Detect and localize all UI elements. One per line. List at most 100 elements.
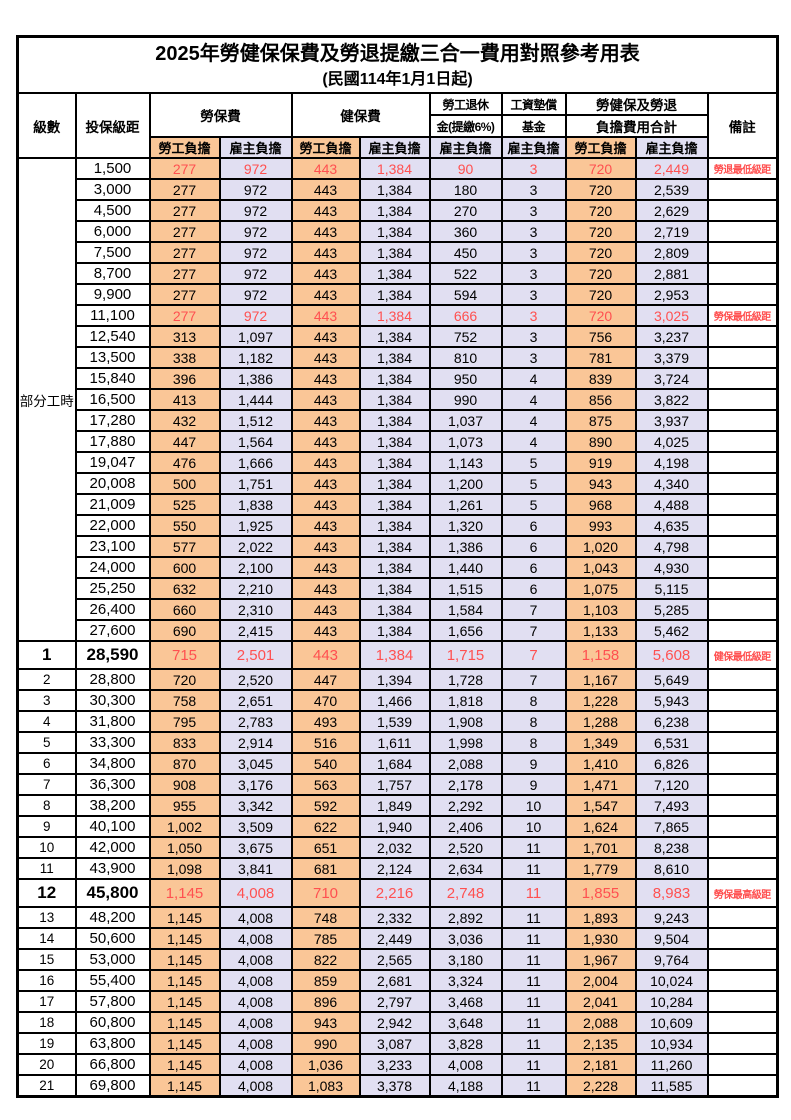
health-employee-cell: 540: [290, 752, 361, 775]
total-employer-cell: 9,243: [634, 906, 709, 929]
labor-employer-cell: 4,008: [218, 990, 293, 1013]
remark-cell: [706, 241, 779, 264]
health-employer-cell: 2,449: [358, 927, 431, 950]
pension-employer-cell: 2,088: [428, 752, 503, 775]
labor-employee-cell: 1,145: [148, 1074, 221, 1098]
total-employee-cell: 1,167: [564, 668, 637, 691]
pension-employer-cell: 1,073: [428, 430, 503, 453]
pension-employer-cell: 4,008: [428, 1053, 503, 1076]
bracket-cell: 24,000: [74, 556, 151, 579]
remark-cell: [706, 815, 779, 838]
table-row: 7,500 277 972 443 1,384 450 3 720 2,809: [18, 241, 779, 264]
labor-employer-cell: 972: [218, 199, 293, 222]
pension-employer-cell: 3,828: [428, 1032, 503, 1055]
remark-cell: [706, 388, 779, 411]
total-employer-cell: 5,462: [634, 619, 709, 642]
labor-employee-cell: 277: [148, 241, 221, 264]
pension-employer-cell: 4,188: [428, 1074, 503, 1098]
wage-fund-employer-cell: 9: [500, 752, 567, 775]
health-employee-cell: 896: [290, 990, 361, 1013]
total-employer-cell: 7,493: [634, 794, 709, 817]
health-employee-cell: 447: [290, 668, 361, 691]
health-employee-cell: 859: [290, 969, 361, 992]
total-employer-cell: 3,724: [634, 367, 709, 390]
health-employer-cell: 1,466: [358, 689, 431, 712]
level-cell: 11: [16, 857, 77, 880]
bracket-cell: 17,880: [74, 430, 151, 453]
table-row: 8 38,200 955 3,342 592 1,849 2,292 10 1,547 7,493: [16, 794, 779, 817]
wage-fund-employer-cell: 6: [500, 535, 567, 558]
labor-employer-cell: 1,097: [218, 325, 293, 348]
labor-employer-cell: 1,751: [218, 472, 293, 495]
table-row: 4,500 277 972 443 1,384 270 3 720 2,629: [18, 199, 779, 222]
total-employer-cell: 10,284: [634, 990, 709, 1013]
labor-employee-cell: 660: [148, 598, 221, 621]
total-employee-cell: 839: [564, 367, 637, 390]
total-employee-cell: 2,228: [564, 1074, 637, 1098]
remark-cell: [706, 220, 779, 243]
labor-employee-cell: 1,145: [148, 1053, 221, 1076]
labor-employer-cell: 4,008: [218, 878, 293, 908]
bracket-cell: 34,800: [74, 752, 151, 775]
bracket-cell: 16,500: [74, 388, 151, 411]
labor-employee-cell: 1,145: [148, 969, 221, 992]
level-cell: 9: [16, 815, 77, 838]
wage-fund-employer-cell: 7: [500, 668, 567, 691]
bracket-cell: 4,500: [74, 199, 151, 222]
remark-cell: [706, 493, 779, 516]
labor-employer-cell: 3,176: [218, 773, 293, 796]
labor-employee-cell: 396: [148, 367, 221, 390]
labor-employer-cell: 3,509: [218, 815, 293, 838]
bracket-cell: 15,840: [74, 367, 151, 390]
labor-employer-cell: 972: [218, 241, 293, 264]
health-employer-cell: 1,384: [358, 535, 431, 558]
labor-employer-cell: 2,210: [218, 577, 293, 600]
table-row: 12 45,800 1,145 4,008 710 2,216 2,748 11 1,855 8,…: [16, 878, 779, 908]
labor-employee-cell: 500: [148, 472, 221, 495]
pension-employer-cell: 2,892: [428, 906, 503, 929]
labor-employer-cell: 4,008: [218, 969, 293, 992]
wage-fund-employer-cell: 11: [500, 857, 567, 880]
labor-employee-cell: 870: [148, 752, 221, 775]
bracket-cell: 7,500: [74, 241, 151, 264]
level-cell: 7: [16, 773, 77, 796]
wage-fund-employer-cell: 8: [500, 689, 567, 712]
total-employee-cell: 1,020: [564, 535, 637, 558]
labor-employer-cell: 3,841: [218, 857, 293, 880]
health-employer-cell: 1,384: [358, 472, 431, 495]
labor-employee-cell: 277: [148, 283, 221, 306]
pension-employer-cell: 360: [428, 220, 503, 243]
remark-cell: [706, 262, 779, 285]
labor-employer-cell: 1,666: [218, 451, 293, 474]
labor-employee-cell: 632: [148, 577, 221, 600]
health-employee-cell: 443: [290, 346, 361, 369]
labor-employee-cell: 1,098: [148, 857, 221, 880]
wage-fund-employer-cell: 3: [500, 283, 567, 306]
table-row: 6 34,800 870 3,045 540 1,684 2,088 9 1,410 6,826: [16, 752, 779, 775]
wage-fund-employer-cell: 5: [500, 472, 567, 495]
labor-employee-cell: 833: [148, 731, 221, 754]
total-employee-cell: 1,624: [564, 815, 637, 838]
total-employer-cell: 4,488: [634, 493, 709, 516]
pension-employer-cell: 3,468: [428, 990, 503, 1013]
total-employer-cell: 7,120: [634, 773, 709, 796]
remark-cell: [706, 577, 779, 600]
pension-employer-cell: 522: [428, 262, 503, 285]
remark-cell: [706, 283, 779, 306]
total-employer-cell: 3,822: [634, 388, 709, 411]
total-employee-cell: 2,088: [564, 1011, 637, 1034]
total-employee-cell: 1,779: [564, 857, 637, 880]
wage-fund-employer-cell: 11: [500, 927, 567, 950]
table-row: 26,400 660 2,310 443 1,384 1,584 7 1,103 5,285: [18, 598, 779, 621]
bracket-cell: 20,008: [74, 472, 151, 495]
wage-fund-employer-cell: 5: [500, 451, 567, 474]
health-employee-cell: 443: [290, 451, 361, 474]
pension-employer-cell: 2,292: [428, 794, 503, 817]
total-employee-cell: 890: [564, 430, 637, 453]
total-employee-cell: 2,181: [564, 1053, 637, 1076]
wage-fund-employer-cell: 3: [500, 241, 567, 264]
total-employer-cell: 2,449: [634, 157, 709, 180]
level-cell: 13: [16, 906, 77, 929]
table-row: 6,000 277 972 443 1,384 360 3 720 2,719: [18, 220, 779, 243]
